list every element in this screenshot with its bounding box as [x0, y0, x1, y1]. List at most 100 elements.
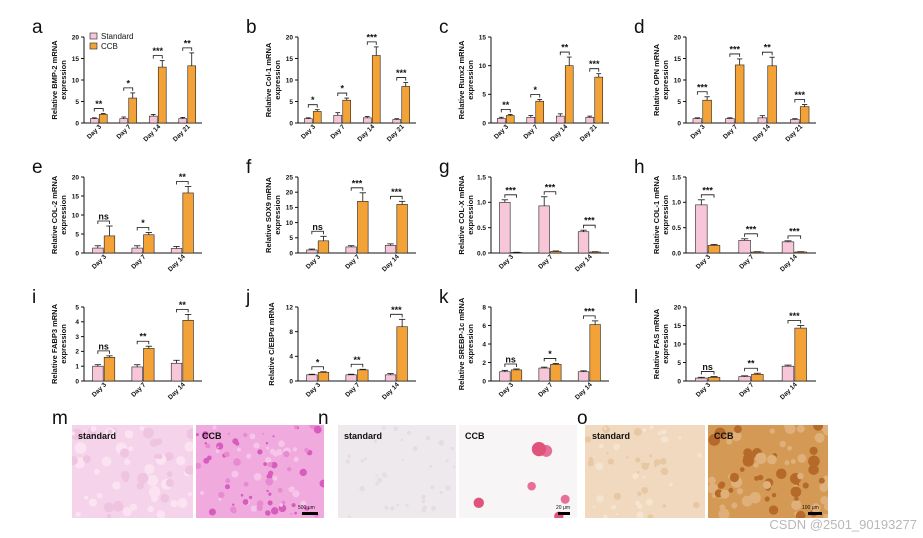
y-axis-label: Relative OPN mRNAexpression — [652, 43, 670, 116]
texture-dot — [731, 502, 738, 509]
texture-dot — [393, 426, 398, 432]
bar-ccb — [357, 369, 369, 382]
y-tick-label: 20 — [674, 304, 682, 311]
y-tick-label: 5 — [75, 231, 79, 238]
texture-dot — [603, 427, 607, 430]
texture-dot — [726, 438, 733, 445]
y-tick-label: 4 — [482, 341, 486, 348]
texture-dot — [776, 468, 787, 480]
chart-panel-k: k Relative SREBP-1c mRNAexpression 0 2 4 6 8 ns… — [439, 287, 609, 401]
bar-standard — [725, 118, 735, 124]
y-tick-label: 10 — [674, 77, 682, 84]
texture-dot — [265, 456, 272, 464]
texture-dot — [790, 486, 802, 498]
texture-dot — [72, 431, 75, 436]
texture-dot — [820, 495, 828, 505]
y-tick-label: 10 — [479, 63, 487, 70]
y-axis-label: Relative C/EBPα mRNA — [267, 302, 276, 386]
bar-ccb — [312, 111, 322, 124]
significance-bracket — [176, 309, 189, 313]
texture-dot — [304, 447, 309, 453]
significance-bracket — [396, 77, 407, 81]
y-tick-label: 5 — [75, 99, 79, 106]
y-tick-label: 15 — [72, 193, 80, 200]
x-tick-label: Day 14 — [574, 253, 594, 273]
x-tick-label: Day 7 — [537, 381, 554, 398]
significance-mark: *** — [729, 44, 740, 54]
significance-bracket — [97, 350, 110, 354]
texture-dot — [797, 453, 807, 463]
texture-dot — [268, 492, 272, 496]
texture-dot — [293, 425, 298, 430]
bar-standard — [345, 246, 357, 254]
significance-mark: *** — [545, 182, 556, 192]
x-tick-label: Day 21 — [172, 123, 192, 143]
y-tick-label: 0 — [482, 120, 486, 127]
micrograph-o-standard — [585, 425, 705, 518]
texture-dot — [137, 472, 149, 484]
significance-bracket — [136, 340, 150, 345]
y-tick-label: 0 — [289, 378, 293, 385]
texture-dot — [363, 457, 368, 461]
texture-dot — [823, 513, 828, 518]
legend-swatch-standard — [89, 32, 98, 40]
texture-dot — [593, 505, 596, 509]
x-tick-label: Day 14 — [574, 381, 594, 401]
texture-dot — [253, 472, 262, 481]
chart-panel-i: i Relative FABP3 mRNAexpression 0 1 2 3 4 5 ns Da… — [32, 287, 202, 401]
bar-standard — [555, 115, 565, 124]
texture-dot — [273, 451, 279, 457]
significance-bracket — [350, 187, 364, 191]
y-axis-label-line: expression — [273, 60, 282, 100]
bar-standard — [170, 362, 183, 382]
y-tick-label: 4 — [75, 319, 79, 326]
texture-dot — [243, 481, 249, 487]
texture-dot — [654, 459, 661, 466]
y-tick-label: 0 — [677, 120, 681, 127]
texture-dot — [262, 432, 265, 435]
texture-dot — [771, 492, 777, 498]
scale-bar-n — [558, 512, 570, 515]
x-tick-label: Day 7 — [522, 123, 539, 140]
texture-dot — [72, 428, 83, 441]
texture-dot — [360, 458, 364, 463]
significance-bracket — [559, 51, 570, 56]
panel-letter-o: o — [577, 408, 588, 429]
texture-dot — [232, 438, 239, 445]
texture-dot — [633, 428, 642, 436]
micrograph-o-standard-texture — [585, 425, 702, 518]
bar-ccb — [589, 251, 601, 254]
texture-dot — [421, 499, 426, 504]
texture-dot — [647, 514, 654, 518]
bar-ccb — [510, 369, 523, 382]
scale-label-o: 100 μm — [802, 505, 819, 511]
micrograph-o-standard-label: standard — [592, 431, 631, 441]
y-axis-label: Relative BMP-2 mRNAexpression — [50, 40, 68, 120]
texture-dot — [768, 505, 779, 515]
significance-bracket — [744, 233, 758, 237]
texture-dot — [615, 512, 619, 515]
texture-dot — [373, 439, 378, 444]
y-tick-label: 0 — [289, 120, 293, 127]
texture-dot — [613, 492, 622, 500]
bar-standard — [384, 374, 397, 382]
x-tick-label: Day 21 — [784, 123, 804, 143]
texture-dot — [246, 453, 252, 459]
texture-dot — [405, 503, 409, 508]
texture-dot — [421, 494, 426, 500]
y-tick-label: 5 — [75, 304, 79, 311]
panel-letter-g: g — [439, 157, 450, 178]
texture-dot — [270, 507, 279, 515]
y-axis-label-line: Relative SREBP-1c mRNA — [457, 297, 466, 390]
y-tick-label: 20 — [286, 34, 294, 41]
texture-dot — [717, 482, 725, 489]
texture-dot — [401, 459, 405, 462]
texture-dot — [177, 498, 188, 509]
x-tick-label: Day 14 — [752, 123, 772, 143]
panel-letter-m: m — [52, 408, 68, 429]
chart-panel-b: b Relative Col-1 mRNAexpression 0 5 10 15 20 * D… — [246, 17, 416, 143]
texture-dot — [654, 464, 657, 468]
significance-bracket — [744, 367, 758, 372]
texture-dot — [697, 452, 702, 458]
